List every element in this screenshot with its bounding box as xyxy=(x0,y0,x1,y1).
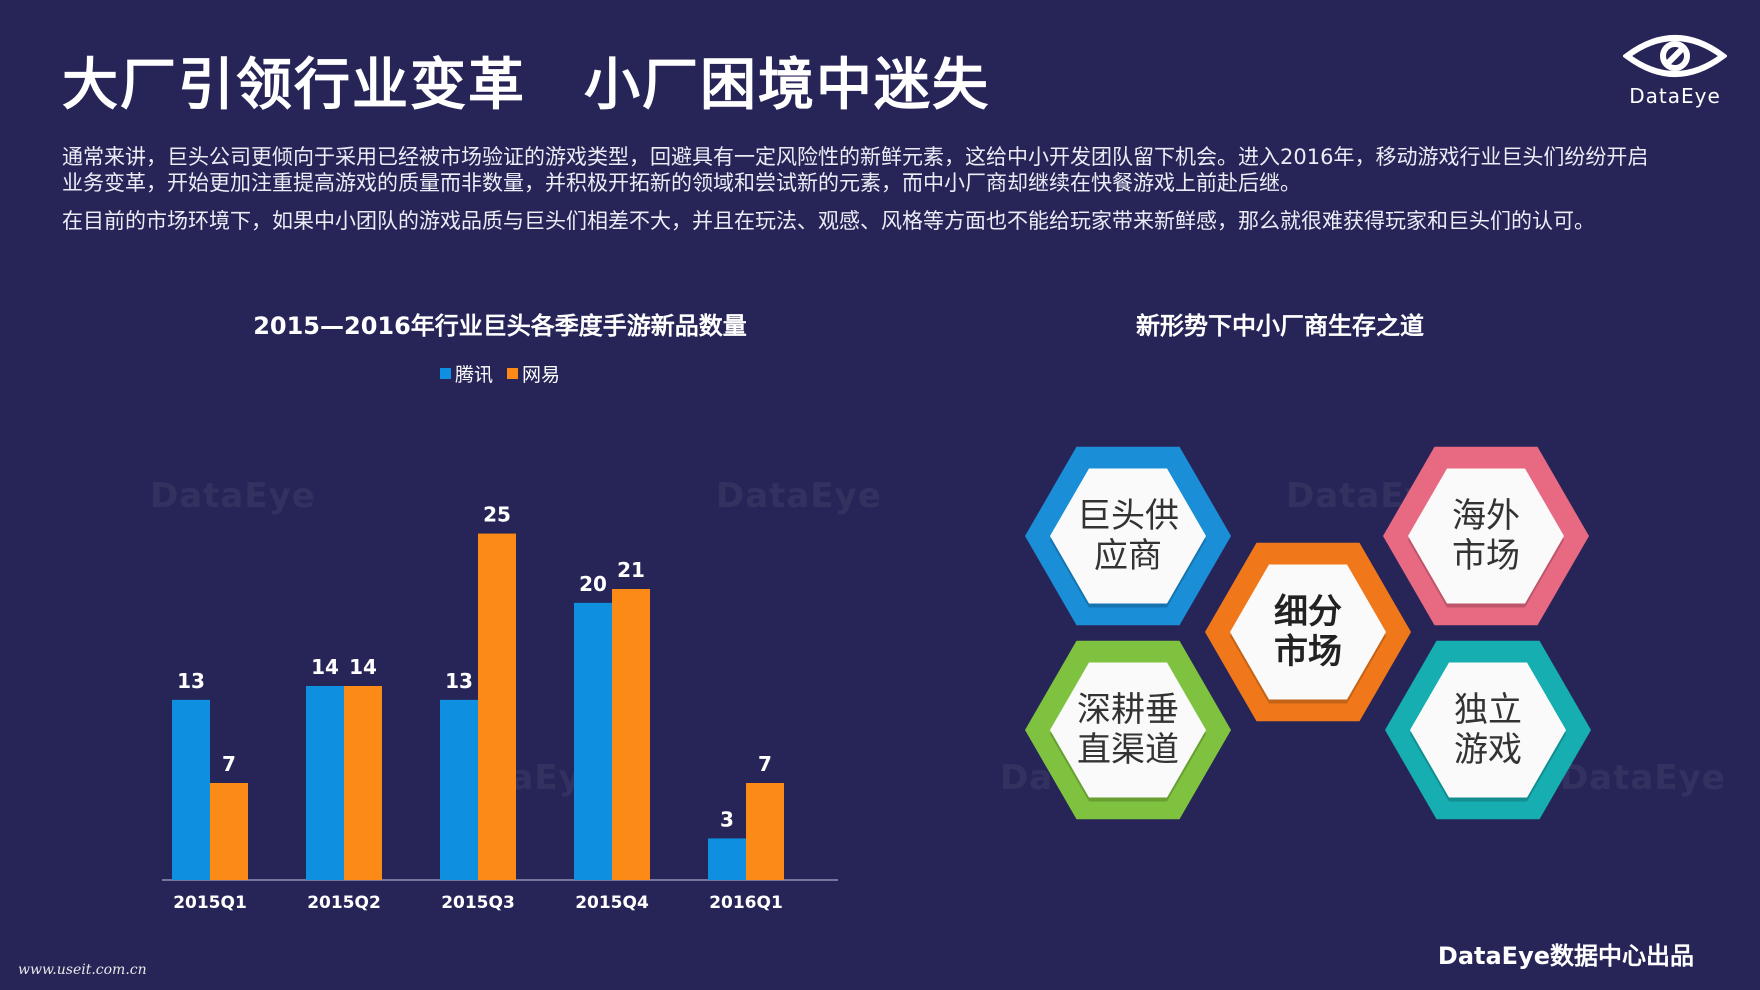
legend-label: 腾讯 xyxy=(455,364,494,386)
data-label: 7 xyxy=(222,752,236,776)
bar xyxy=(574,602,612,880)
brand-logo: DataEye xyxy=(1620,30,1730,108)
legend-item: 网易 xyxy=(507,360,560,387)
legend-item: 腾讯 xyxy=(440,360,493,387)
data-label: 14 xyxy=(311,655,339,679)
x-tick-label: 2015Q4 xyxy=(575,893,649,913)
bar xyxy=(344,686,382,880)
intro-paragraph: 在目前的市场环境下，如果中小团队的游戏品质与巨头们相差不大，并且在玩法、观感、风… xyxy=(62,209,1595,233)
strategy-title: 新形势下中小厂商生存之道 xyxy=(1136,312,1424,340)
hexagon-label: 海外 市场 xyxy=(1452,496,1520,576)
bar xyxy=(708,838,746,880)
bar-chart: 13 7 2015Q1 14 14 2015Q2 13 25 2015Q3 20 21 2015Q4 3… xyxy=(162,503,838,913)
hexagon-label: 深耕垂 直渠道 xyxy=(1077,690,1179,770)
legend-swatch xyxy=(440,368,451,379)
footer-credit: DataEye数据中心出品 xyxy=(1437,942,1694,970)
hexagon-label: 巨头供 应商 xyxy=(1077,496,1179,576)
eye-logo-icon xyxy=(1623,35,1727,77)
data-label: 13 xyxy=(445,669,473,693)
hexagon-label: 独立 游戏 xyxy=(1454,690,1522,770)
intro-paragraph: 通常来讲，巨头公司更倾向于采用已经被市场验证的游戏类型，回避具有一定风险性的新鲜… xyxy=(62,145,1649,195)
bar xyxy=(612,589,650,880)
data-label: 25 xyxy=(483,503,511,527)
x-tick-label: 2016Q1 xyxy=(709,893,783,913)
data-label: 20 xyxy=(579,572,607,596)
data-label: 7 xyxy=(758,752,772,776)
data-label: 14 xyxy=(349,655,377,679)
logo-text: DataEye xyxy=(1629,84,1721,108)
bar xyxy=(172,699,210,880)
strategy-hexagon: 巨头供 应商 xyxy=(1023,431,1233,641)
legend-label: 网易 xyxy=(522,364,561,386)
hexagon-shape xyxy=(1025,640,1231,820)
x-tick-label: 2015Q2 xyxy=(307,893,381,913)
data-label: 3 xyxy=(720,807,734,831)
watermark: DataEye xyxy=(1560,758,1726,798)
hexagon-shape xyxy=(1383,446,1589,626)
watermark: DataEye xyxy=(716,476,882,516)
hexagon-label: 细分 市场 xyxy=(1274,592,1342,672)
x-tick-label: 2015Q1 xyxy=(173,893,247,913)
hexagon-shape xyxy=(1385,640,1591,820)
data-label: 21 xyxy=(617,558,645,582)
chart-title: 2015—2016年行业巨头各季度手游新品数量 xyxy=(253,312,747,340)
bar xyxy=(440,699,478,880)
page-title: 大厂引领行业变革 小厂困境中迷失 xyxy=(62,53,990,118)
bar xyxy=(210,783,248,880)
legend-swatch xyxy=(507,368,519,379)
strategy-hexagon: 深耕垂 直渠道 xyxy=(1023,625,1233,835)
hexagon-shape xyxy=(1025,446,1231,626)
strategy-hexagon: 海外 市场 xyxy=(1381,431,1591,641)
bar xyxy=(746,783,784,880)
strategy-hexagon: 独立 游戏 xyxy=(1383,625,1593,835)
site-url: www.useit.com.cn xyxy=(18,962,147,978)
watermark: DataEye xyxy=(150,476,316,516)
x-tick-label: 2015Q3 xyxy=(441,893,515,913)
chart-legend: 腾讯 网易 xyxy=(440,360,560,387)
bar xyxy=(478,533,516,880)
data-label: 13 xyxy=(177,669,205,693)
bar xyxy=(306,686,344,880)
strategy-hexagon: 细分 市场 xyxy=(1203,527,1413,737)
hexagon-shape xyxy=(1205,542,1411,722)
